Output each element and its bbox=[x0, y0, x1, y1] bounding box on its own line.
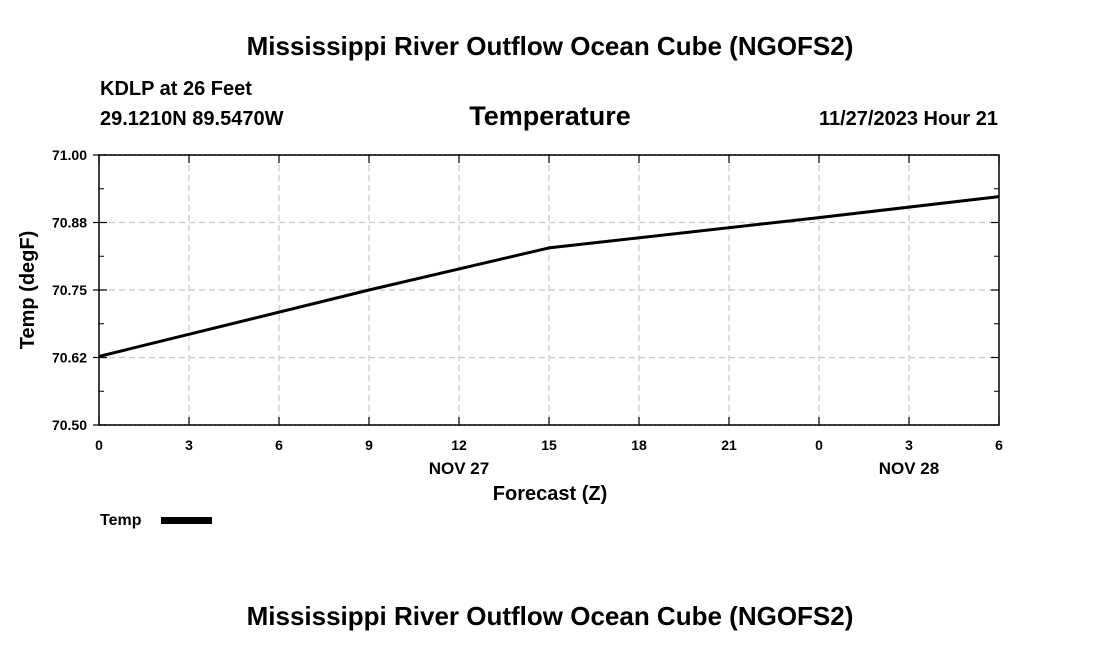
x-date-label: NOV 28 bbox=[879, 459, 939, 478]
x-tick-label: 6 bbox=[995, 437, 1003, 453]
y-tick-label: 70.88 bbox=[52, 215, 87, 231]
plot-frame bbox=[98, 154, 1000, 426]
location-label: 29.1210N 89.5470W bbox=[100, 108, 284, 130]
x-tick-label: 21 bbox=[721, 437, 737, 453]
datetime-label: 11/27/2023 Hour 21 bbox=[819, 108, 998, 130]
chart-title: Mississippi River Outflow Ocean Cube (NG… bbox=[247, 31, 854, 61]
tick-labels: 0 3 6 9 12 15 18 21 0 3 6 70.50 70.62 70.75 70.88 71.00… bbox=[52, 147, 1003, 478]
legend-swatch bbox=[161, 517, 212, 524]
x-tick-label: 3 bbox=[185, 437, 193, 453]
legend-label: Temp bbox=[100, 512, 142, 529]
y-tick-label: 70.50 bbox=[52, 417, 87, 433]
x-axis-label: Forecast (Z) bbox=[493, 483, 607, 505]
y-tick-label: 70.75 bbox=[52, 282, 87, 298]
x-tick-label: 12 bbox=[451, 437, 467, 453]
series-line-temp bbox=[98, 195, 1000, 358]
series-layer bbox=[98, 195, 1000, 358]
x-tick-label: 18 bbox=[631, 437, 647, 453]
x-tick-label: 3 bbox=[905, 437, 913, 453]
x-tick-label: 15 bbox=[541, 437, 557, 453]
x-tick-label: 9 bbox=[365, 437, 373, 453]
x-tick-label: 0 bbox=[815, 437, 823, 453]
variable-title: Temperature bbox=[469, 101, 631, 131]
grid bbox=[99, 154, 999, 426]
x-tick-label: 0 bbox=[95, 437, 103, 453]
x-date-label: NOV 27 bbox=[429, 459, 489, 478]
station-label: KDLP at 26 Feet bbox=[100, 78, 252, 100]
x-tick-label: 6 bbox=[275, 437, 283, 453]
y-tick-label: 70.62 bbox=[52, 350, 87, 366]
y-tick-label: 71.00 bbox=[52, 147, 87, 163]
footer-title: Mississippi River Outflow Ocean Cube (NG… bbox=[247, 601, 854, 631]
y-axis-label: Temp (degF) bbox=[17, 231, 39, 350]
